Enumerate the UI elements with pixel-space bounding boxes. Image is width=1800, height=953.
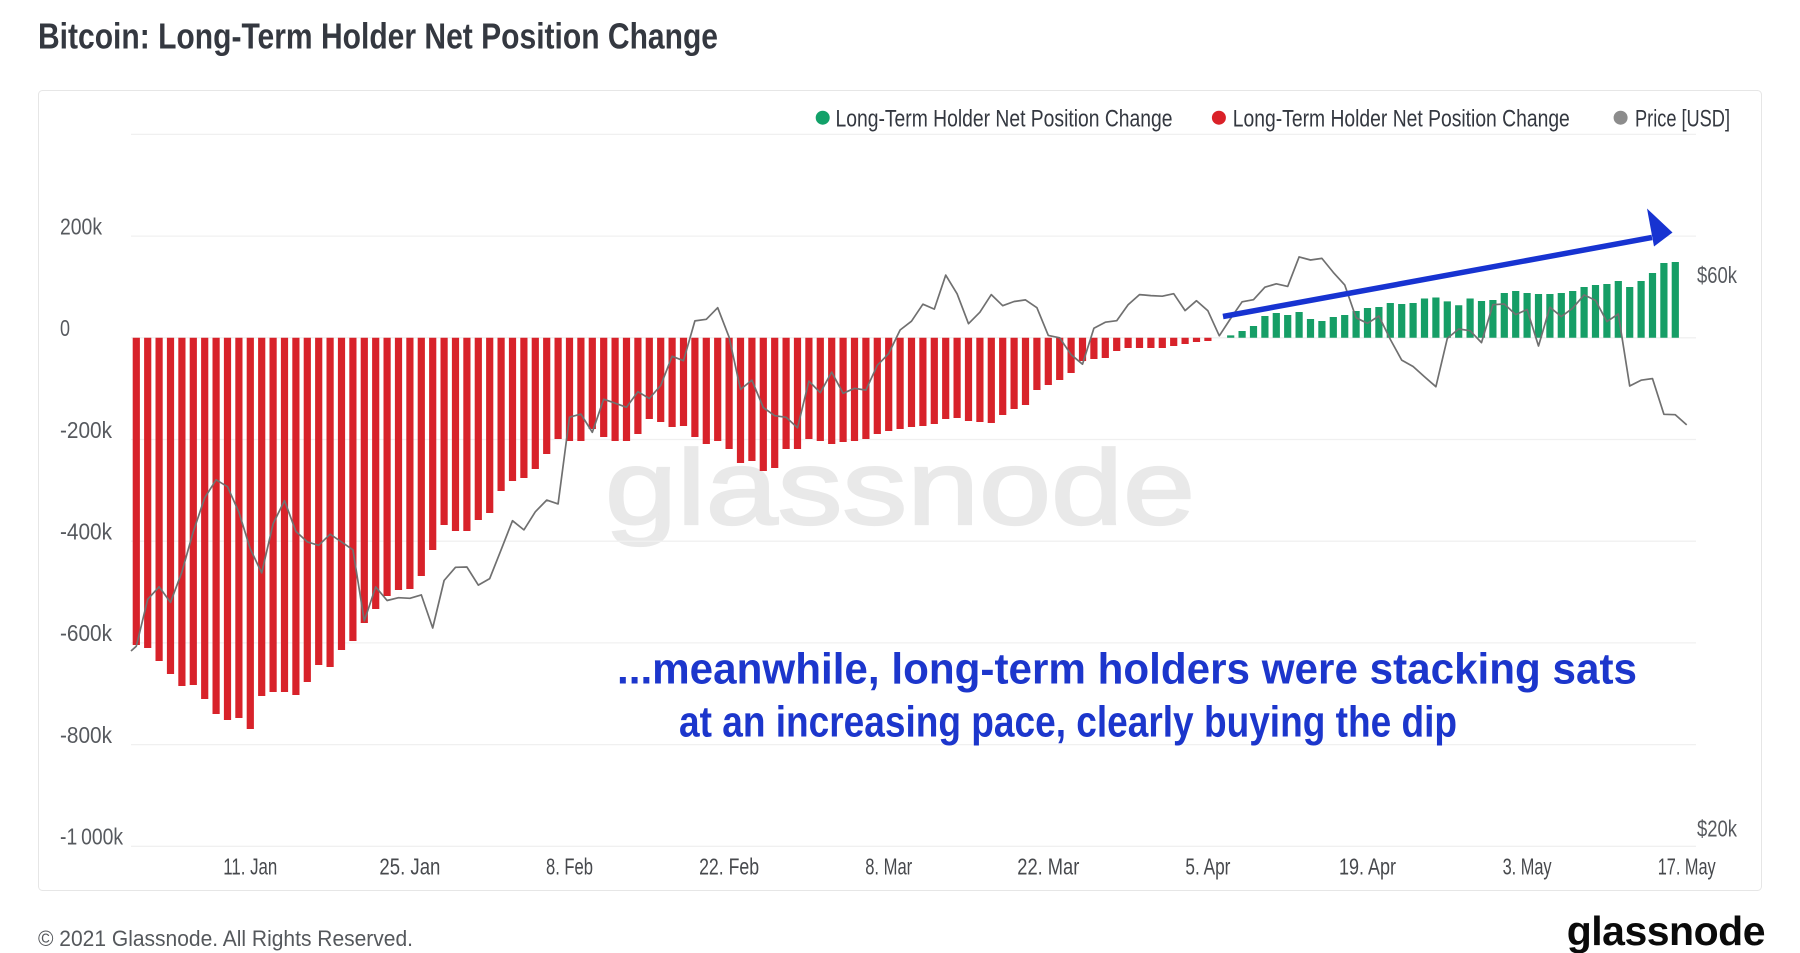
svg-text:Price [USD]: Price [USD] xyxy=(1635,105,1730,132)
svg-text:Bitcoin: Long-Term Holder Net: Bitcoin: Long-Term Holder Net Position C… xyxy=(38,16,718,57)
svg-text:8. Mar: 8. Mar xyxy=(865,854,912,880)
svg-text:0: 0 xyxy=(60,315,70,341)
svg-text:-600k: -600k xyxy=(60,620,112,646)
svg-text:200k: 200k xyxy=(60,213,102,239)
svg-text:22. Mar: 22. Mar xyxy=(1017,854,1079,880)
svg-text:Long-Term Holder Net Position: Long-Term Holder Net Position Change xyxy=(1233,105,1570,132)
svg-text:$60k: $60k xyxy=(1697,262,1737,288)
svg-text:Long-Term Holder Net Position: Long-Term Holder Net Position Change xyxy=(836,105,1173,132)
svg-text:$20k: $20k xyxy=(1697,816,1737,842)
svg-text:© 2021 Glassnode. All Rights R: © 2021 Glassnode. All Rights Reserved. xyxy=(38,926,413,951)
svg-text:22. Feb: 22. Feb xyxy=(699,854,759,880)
svg-text:glassnode: glassnode xyxy=(1567,908,1765,953)
svg-text:3. May: 3. May xyxy=(1503,854,1552,880)
svg-text:-1 000k: -1 000k xyxy=(60,824,123,850)
svg-text:5. Apr: 5. Apr xyxy=(1185,854,1230,880)
svg-text:glassnode: glassnode xyxy=(605,429,1195,547)
svg-text:19. Apr: 19. Apr xyxy=(1339,854,1396,880)
svg-text:11. Jan: 11. Jan xyxy=(223,854,277,880)
svg-text:...meanwhile, long-term holder: ...meanwhile, long-term holders were sta… xyxy=(617,645,1637,694)
svg-text:25. Jan: 25. Jan xyxy=(379,854,440,880)
svg-text:at an increasing pace, clearly: at an increasing pace, clearly buying th… xyxy=(679,698,1457,747)
svg-text:-200k: -200k xyxy=(60,417,112,443)
svg-text:-800k: -800k xyxy=(60,722,112,748)
svg-text:17. May: 17. May xyxy=(1658,854,1716,880)
svg-text:8. Feb: 8. Feb xyxy=(546,854,593,880)
svg-text:-400k: -400k xyxy=(60,519,112,545)
